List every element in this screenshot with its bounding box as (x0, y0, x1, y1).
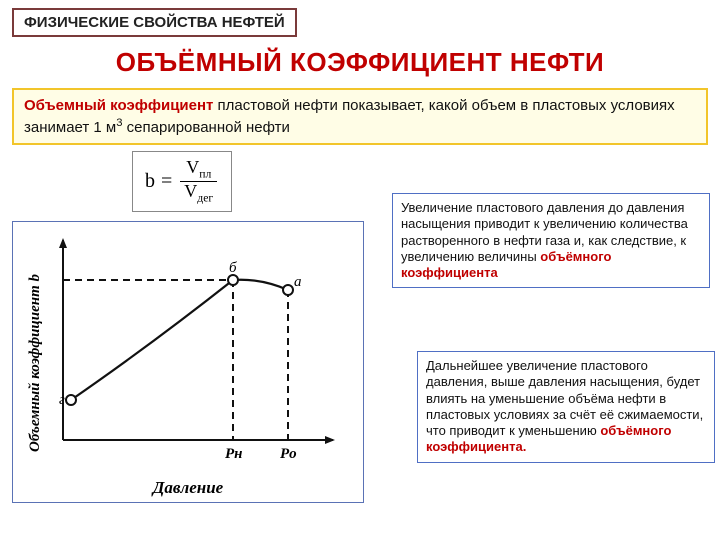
explanation-box-1: Увеличение пластового давления до давлен… (392, 193, 710, 288)
svg-text:а: а (294, 274, 302, 290)
svg-text:Pо: Pо (280, 446, 297, 462)
content-area: b = Vпл Vдег Увеличение пластового давле… (12, 151, 708, 521)
section-header-text: ФИЗИЧЕСКИЕ СВОЙСТВА НЕФТЕЙ (24, 14, 285, 31)
svg-text:г: г (59, 392, 65, 408)
formula-denominator: Vдег (178, 182, 219, 205)
graph-panel: Объемный коэффициент b гбаPнPо Давление (12, 221, 364, 503)
formula-numerator: Vпл (180, 158, 217, 182)
definition-box: Объемный коэффициент пластовой нефти пок… (12, 88, 708, 145)
explanation-box-2: Дальнейшее увеличение пластового давлени… (417, 351, 715, 463)
formula-box: b = Vпл Vдег (132, 151, 232, 212)
svg-text:б: б (229, 260, 237, 276)
page-title: ОБЪЁМНЫЙ КОЭФФИЦИЕНТ НЕФТИ (12, 47, 708, 78)
formula-lhs: b (145, 170, 155, 193)
section-header: ФИЗИЧЕСКИЕ СВОЙСТВА НЕФТЕЙ (12, 8, 297, 37)
graph-svg: г б а Pн Pо (13, 222, 363, 472)
formula-eq: = (161, 170, 172, 193)
definition-lead: Объемный коэффициент (24, 97, 213, 114)
formula-fraction: Vпл Vдег (178, 158, 219, 205)
formula: b = Vпл Vдег (145, 158, 219, 205)
x-axis-label: Давление (13, 478, 363, 498)
definition-text-2: сепарированной нефти (123, 119, 290, 136)
svg-text:Pн: Pн (225, 446, 243, 462)
